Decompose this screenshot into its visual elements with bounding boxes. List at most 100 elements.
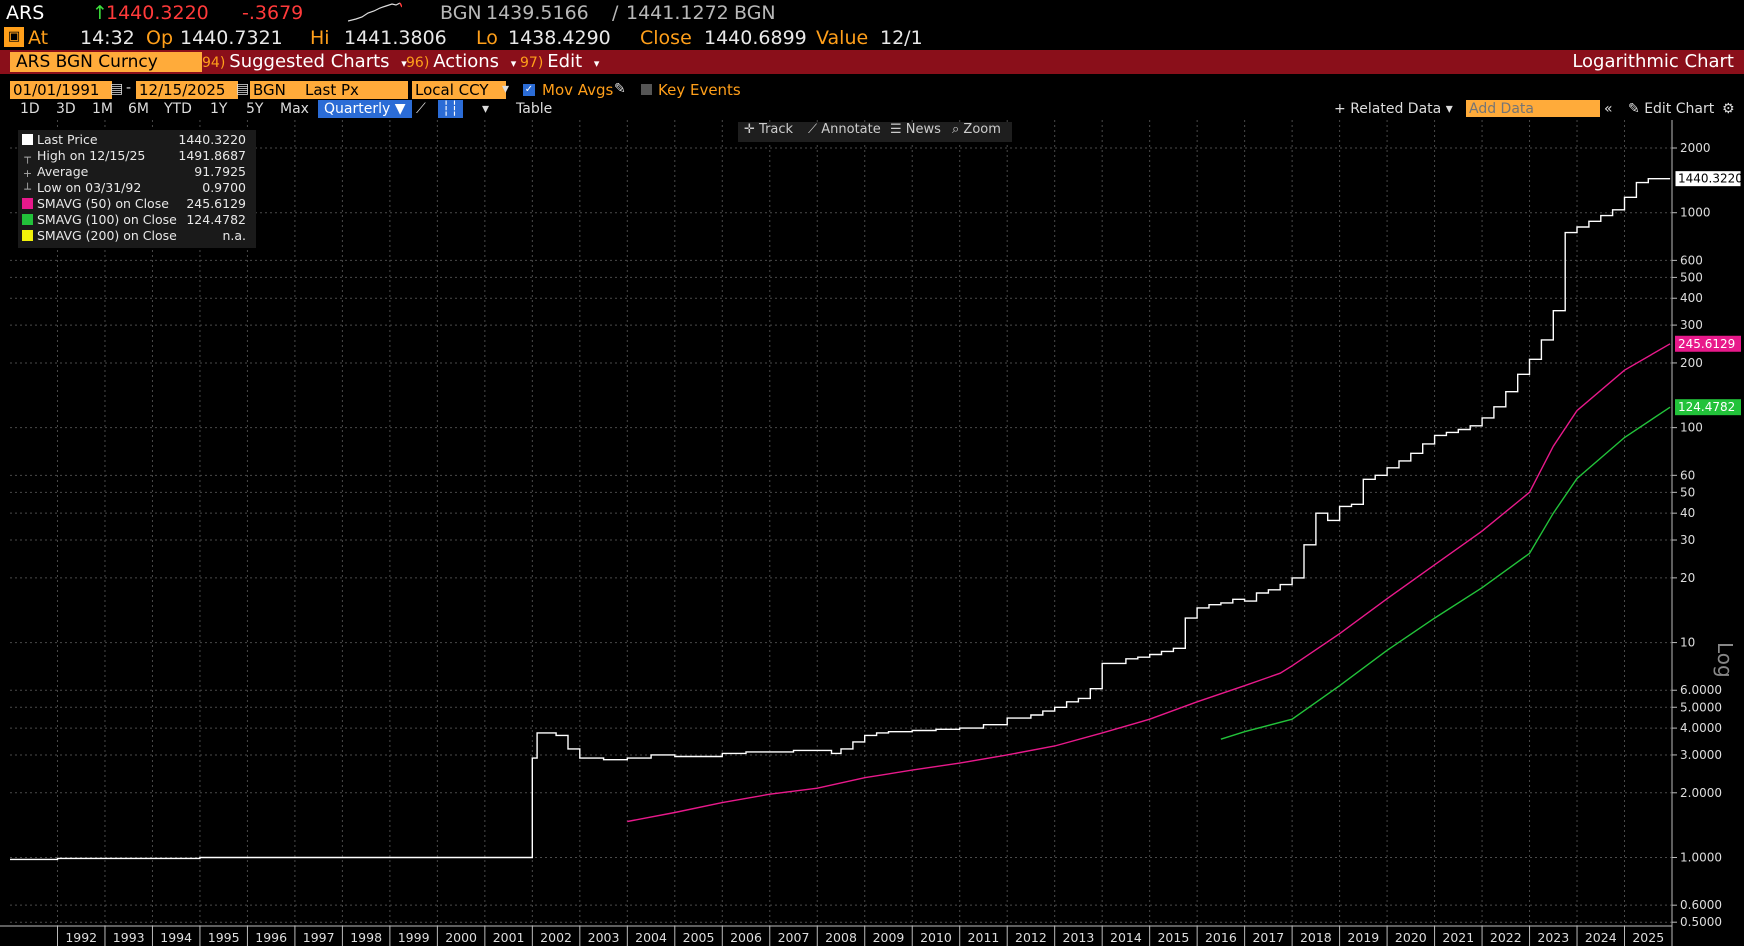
y-tick-label: 10 (1680, 636, 1695, 650)
add-data-input[interactable] (1466, 100, 1600, 117)
y-tick-label: 0.6000 (1680, 898, 1722, 912)
period-ytd[interactable]: YTD (164, 101, 192, 117)
y-tick-label: 300 (1680, 318, 1703, 332)
table-button[interactable]: Table (516, 101, 553, 117)
news-tool[interactable]: ☰ News (890, 122, 941, 137)
x-tick-label: 2025 (1632, 930, 1664, 945)
bar-chart-icon[interactable]: ┆┆ (438, 100, 463, 118)
x-tick-label: 2009 (873, 930, 905, 945)
zoom-tool[interactable]: ⌕ Zoom (952, 122, 1001, 137)
legend-swatch (22, 214, 33, 225)
source-field[interactable]: BGN (250, 81, 302, 99)
calendar-icon[interactable]: ▤ (236, 81, 250, 97)
x-tick-label: 2004 (635, 930, 667, 945)
x-tick-label: 2022 (1490, 930, 1522, 945)
y-tick-label: 20 (1680, 571, 1695, 585)
menu-bar: ARS BGN Curncy 94) Suggested Charts ▾ 96)… (0, 50, 1744, 74)
edit-chart-button[interactable]: ✎ Edit Chart (1628, 101, 1715, 117)
key-events-label[interactable]: Key Events (658, 81, 741, 99)
last-value-label: 124.4782 (1678, 400, 1735, 414)
period-1y[interactable]: 1Y (210, 101, 228, 117)
quote-header-row-2: ▣ At 14:32 Op 1440.7321 Hi 1441.3806 Lo … (0, 26, 1744, 50)
start-date-field[interactable]: 01/01/1991 (10, 81, 112, 99)
x-tick-label: 2019 (1347, 930, 1379, 945)
x-tick-label: 2007 (778, 930, 810, 945)
pencil-icon[interactable]: ✎ (614, 81, 626, 97)
y-tick-label: 1.0000 (1680, 850, 1722, 864)
y-tick-label: 30 (1680, 533, 1695, 547)
security-field[interactable]: ARS BGN Curncy (10, 52, 202, 72)
at-label: At (28, 27, 49, 49)
last-value-tag (1675, 335, 1741, 352)
period-max[interactable]: Max (280, 101, 309, 117)
menu-actions[interactable]: 96) Actions ▾ (406, 51, 517, 72)
key-events-checkbox[interactable] (641, 84, 652, 95)
menu-suggested-charts[interactable]: 94) Suggested Charts ▾ (202, 51, 407, 72)
y-tick-label: 60 (1680, 468, 1695, 482)
chart-type-title: Logarithmic Chart (1572, 51, 1734, 72)
legend-row-high: ┬ High on 12/15/25 1491.8687 (22, 148, 252, 164)
end-date-field[interactable]: 12/15/2025 (136, 81, 238, 99)
news-icon: ☰ (890, 122, 902, 137)
period-5y[interactable]: 5Y (246, 101, 264, 117)
legend-row-average: + Average 91.7925 (22, 164, 246, 180)
value-label: Value (816, 27, 869, 49)
legend-row-smavg-200: SMAVG (200) on Close n.a. (22, 228, 252, 244)
last-price: 1440.3220 (106, 2, 209, 24)
mov-avgs-checkbox[interactable]: ✓ (523, 84, 535, 96)
quote-header-row-1: ARS ↑ 1440.3220 -.3679 BGN 1439.5166 / 1… (6, 2, 776, 24)
period-6m[interactable]: 6M (128, 101, 149, 117)
period-3d[interactable]: 3D (56, 101, 76, 117)
legend-swatch (22, 198, 33, 209)
low-price: 1438.4290 (508, 27, 611, 49)
ticker: ARS (6, 2, 45, 24)
search-icon: ⌕ (952, 122, 960, 137)
y-tick-label: 1000 (1680, 206, 1711, 220)
y-axis: 2000 1000 600 500 400 300 200 100 60 50 40 30 20 10 6.… (1671, 120, 1743, 929)
mov-avgs-label[interactable]: Mov Avgs (542, 81, 614, 99)
price-chart[interactable]: 200010006005004003002001006050403020106.… (0, 120, 1744, 946)
bid-price: 1439.5166 (486, 2, 589, 24)
annotate-icon: ⟋ (808, 122, 818, 137)
x-tick-label: 2024 (1585, 930, 1617, 945)
collapse-icon[interactable]: « (1604, 101, 1613, 117)
legend-swatch (22, 134, 33, 145)
calendar-icon[interactable]: ▤ (110, 81, 124, 97)
y-axis-scale-label: Log (1713, 642, 1737, 678)
close-price: 1440.6899 (704, 27, 807, 49)
period-1m[interactable]: 1M (92, 101, 113, 117)
x-tick-label: 1994 (160, 930, 192, 945)
price-field-select[interactable]: Last Px (302, 81, 408, 99)
legend-row-low: ┴ Low on 03/31/92 0.9700 (22, 180, 252, 196)
high-price: 1441.3806 (344, 27, 447, 49)
chevron-down-icon: ▾ (510, 57, 517, 70)
menu-edit[interactable]: 97) Edit ▾ (520, 51, 600, 72)
sparkline-icon (348, 2, 402, 22)
x-tick-label: 2015 (1157, 930, 1189, 945)
gear-icon[interactable]: ⚙ (1722, 101, 1735, 117)
x-tick-label: 2010 (920, 930, 952, 945)
x-tick-label: 2023 (1537, 930, 1569, 945)
chevron-down-icon[interactable]: ▾ (482, 101, 490, 117)
y-tick-label: 2000 (1680, 141, 1711, 155)
period-1d[interactable]: 1D (20, 101, 40, 117)
track-tool[interactable]: ✛ Track (744, 122, 794, 137)
y-tick-label: 3.0000 (1680, 748, 1722, 762)
currency-select[interactable]: Local CCY (412, 81, 506, 99)
x-tick-label: 1998 (350, 930, 382, 945)
related-data-button[interactable]: + Related Data ▾ (1334, 101, 1453, 117)
chart-series (10, 178, 1671, 861)
annotate-tool[interactable]: ⟋ Annotate (808, 122, 881, 137)
line-chart-icon[interactable]: ⟋ (416, 101, 426, 117)
last-value-tag (1674, 170, 1742, 188)
y-tick-label: 500 (1680, 270, 1703, 284)
frequency-select[interactable]: Quarterly ▼ (318, 100, 412, 118)
ask-price: 1441.1272 (626, 2, 729, 24)
chevron-down-icon: ▾ (401, 57, 407, 70)
y-tick-label: 600 (1680, 253, 1703, 267)
chevron-down-icon[interactable]: ▾ (502, 81, 510, 97)
price-change: -.3679 (242, 2, 304, 24)
y-tick-label: 2.0000 (1680, 786, 1722, 800)
feed-icon[interactable]: ▣ (4, 27, 24, 47)
x-tick-label: 2014 (1110, 930, 1142, 945)
